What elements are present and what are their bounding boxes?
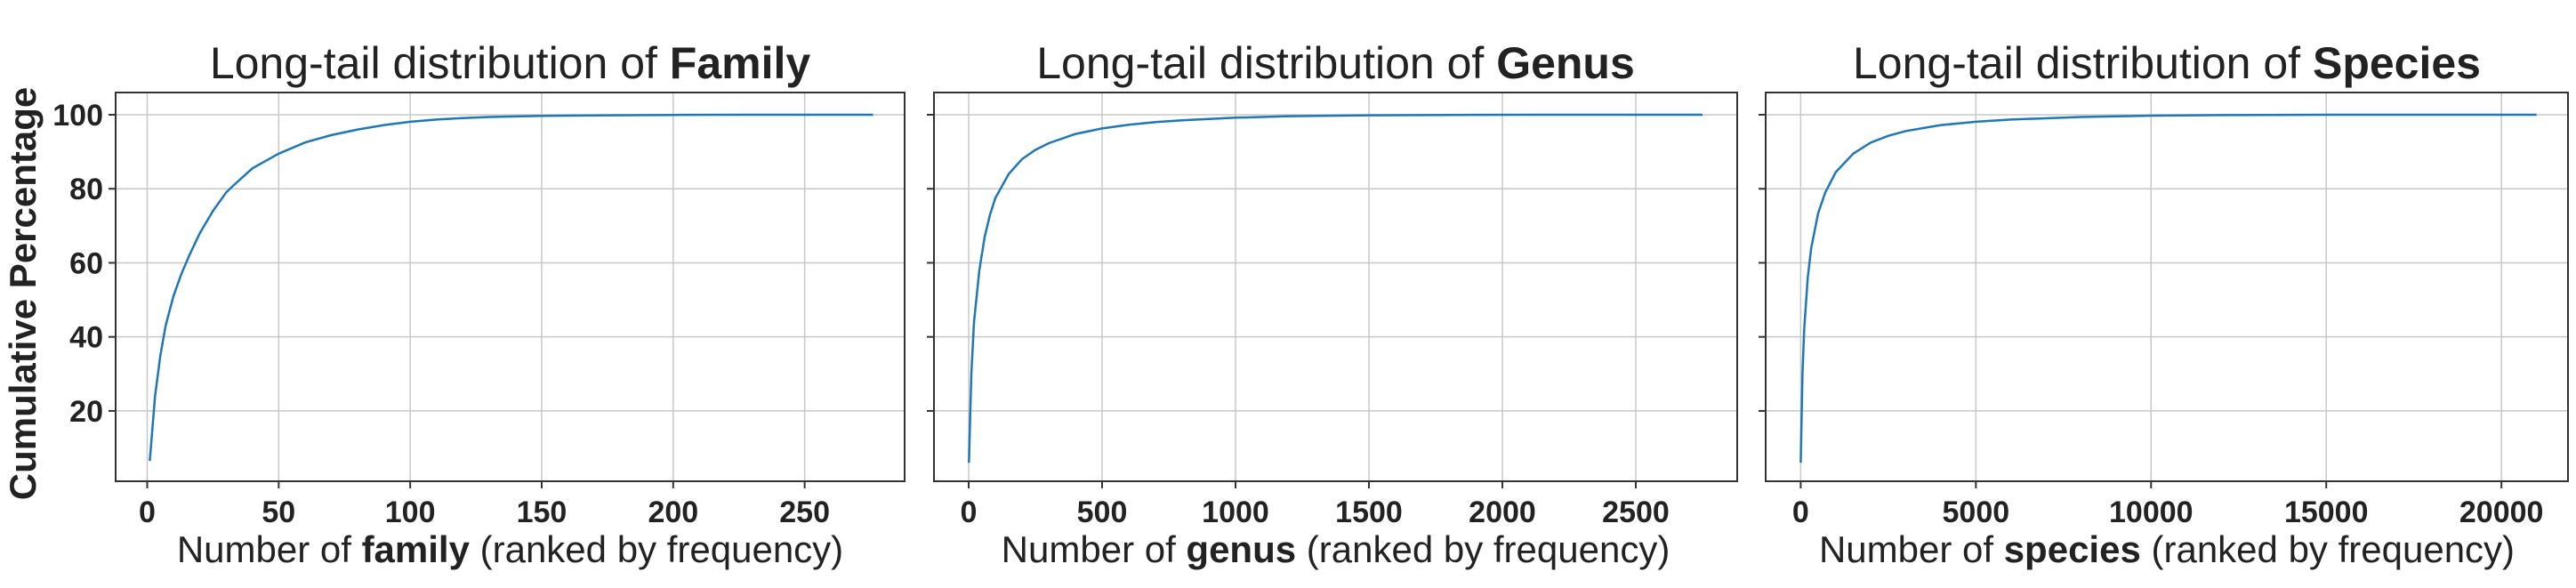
chart-title-bold: Family [670, 38, 811, 88]
x-tick-label: 0 [961, 495, 978, 529]
x-axis-label-suffix: (ranked by frequency) [1296, 528, 1670, 570]
x-tick-label: 0 [139, 495, 156, 529]
y-tick-label: 80 [69, 173, 103, 206]
x-axis-label-bold: species [2004, 528, 2141, 570]
x-tick-label: 2500 [1602, 495, 1670, 529]
chart-title-bold: Species [2313, 38, 2481, 88]
x-tick-label: 2000 [1469, 495, 1536, 529]
x-axis-label: Number of genus (ranked by frequency) [1002, 528, 1670, 570]
x-axis-label-bold: genus [1186, 528, 1296, 570]
chart-panel-3: Long-tail distribution of Species 0 5000 10… [1759, 38, 2569, 570]
x-tick-label: 200 [648, 495, 698, 529]
plot-frame [1765, 92, 2569, 482]
chart-title-bold: Genus [1496, 38, 1635, 88]
y-tick-label: 100 [52, 99, 103, 133]
chart-title-prefix: Long-tail distribution of [1036, 38, 1496, 88]
x-axis-label-prefix: Number of [1819, 528, 2004, 570]
series-line [1799, 113, 2537, 463]
y-tick-label: 40 [69, 321, 103, 355]
chart-title: Long-tail distribution of Species [1853, 38, 2481, 88]
x-tick-label: 20000 [2459, 495, 2544, 529]
x-tick-label: 1000 [1202, 495, 1269, 529]
x-tick-label: 10000 [2109, 495, 2194, 529]
x-tick-label: 150 [517, 495, 568, 529]
x-tick-label: 5000 [1943, 495, 2010, 529]
chart-title: Long-tail distribution of Family [210, 38, 811, 88]
x-tick-label: 100 [385, 495, 436, 529]
x-axis-label-bold: family [362, 528, 471, 570]
x-axis-label-suffix: (ranked by frequency) [470, 528, 843, 570]
x-tick-label: 1500 [1335, 495, 1403, 529]
y-tick-label: 60 [69, 246, 103, 280]
x-axis-label-prefix: Number of [177, 528, 362, 570]
series-line [968, 113, 1703, 463]
x-tick-label: 0 [1792, 495, 1809, 529]
chart-panel-1: Long-tail distribution of Family 0 50 100 15… [52, 38, 906, 570]
chart-panel-2: Long-tail distribution of Genus 0 500 1000 1… [927, 38, 1738, 570]
plot-frame [933, 92, 1738, 482]
x-tick-label: 500 [1077, 495, 1128, 529]
x-tick-label: 250 [779, 495, 830, 529]
plot-frame [115, 92, 906, 482]
chart-title: Long-tail distribution of Genus [1036, 38, 1635, 88]
x-tick-label: 15000 [2284, 495, 2369, 529]
series-line [149, 113, 873, 462]
x-axis-label: Number of species (ranked by frequency) [1819, 528, 2515, 570]
x-axis-label-suffix: (ranked by frequency) [2141, 528, 2515, 570]
y-axis-label: Cumulative Percentage [2, 87, 44, 501]
chart-title-prefix: Long-tail distribution of [1853, 38, 2313, 88]
x-axis-label-prefix: Number of [1002, 528, 1187, 570]
chart-title-prefix: Long-tail distribution of [210, 38, 670, 88]
x-axis-label: Number of family (ranked by frequency) [177, 528, 843, 570]
x-tick-label: 50 [262, 495, 295, 529]
y-tick-label: 20 [69, 395, 103, 429]
